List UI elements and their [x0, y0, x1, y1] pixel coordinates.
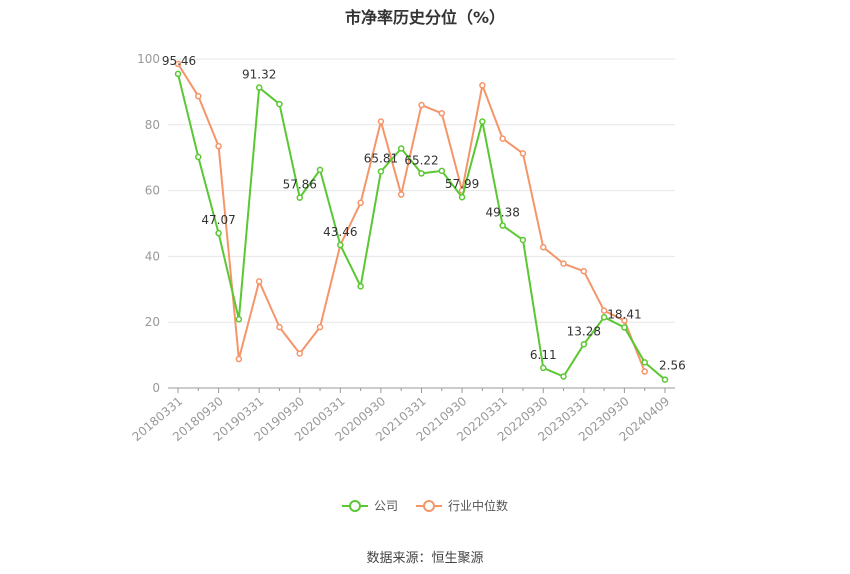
- data-point-company: [499, 222, 506, 229]
- data-label: 43.46: [323, 225, 357, 239]
- data-point-industry: [174, 60, 182, 68]
- data-point-company: [621, 324, 628, 331]
- y-tick-label: 60: [145, 184, 160, 198]
- data-point-company: [661, 376, 669, 383]
- data-label: 57.86: [283, 178, 317, 192]
- data-point-industry: [316, 323, 324, 331]
- data-point-industry: [479, 82, 486, 89]
- data-point-company: [357, 283, 364, 290]
- data-point-industry: [438, 110, 446, 117]
- data-point-industry: [621, 317, 628, 324]
- data-point-company: [540, 364, 547, 372]
- data-label: 13.28: [567, 324, 601, 338]
- data-label: 65.81: [364, 151, 398, 165]
- data-point-industry: [255, 278, 263, 285]
- data-point-company: [458, 193, 466, 201]
- data-point-company: [195, 153, 202, 161]
- data-point-industry: [641, 368, 648, 375]
- data-point-industry: [215, 142, 222, 150]
- data-point-company: [418, 170, 425, 177]
- legend-item-company[interactable]: 公司: [341, 497, 398, 514]
- data-point-industry: [235, 355, 243, 363]
- data-point-company: [255, 84, 263, 91]
- data-point-industry: [357, 199, 364, 207]
- y-tick-label: 0: [152, 381, 160, 395]
- data-point-company: [235, 315, 243, 323]
- y-tick-label: 100: [137, 52, 160, 66]
- data-point-industry: [377, 118, 385, 125]
- data-point-industry: [580, 267, 588, 275]
- data-point-industry: [296, 350, 303, 357]
- data-point-industry: [499, 135, 506, 142]
- legend-company-label: 公司: [373, 499, 398, 513]
- y-tick-label: 20: [145, 315, 160, 329]
- data-label: 2.56: [659, 359, 686, 373]
- y-tick-label: 40: [145, 249, 160, 263]
- data-point-company: [377, 168, 385, 175]
- data-point-company: [337, 241, 344, 249]
- data-point-company: [580, 341, 588, 348]
- data-point-company: [479, 118, 486, 125]
- legend-item-industry[interactable]: 行业中位数: [416, 497, 508, 514]
- data-source: 数据来源：恒生聚源: [366, 551, 484, 566]
- data-point-industry: [600, 307, 608, 314]
- data-label: 57.99: [445, 177, 479, 191]
- data-label: 18.41: [607, 307, 641, 321]
- legend-industry-swatch-icon: [416, 499, 442, 513]
- data-label: 47.07: [201, 213, 235, 227]
- data-point-industry: [195, 92, 202, 100]
- data-point-industry: [418, 101, 425, 109]
- data-label: 6.11: [530, 348, 557, 362]
- data-point-industry: [276, 323, 283, 331]
- data-point-company: [600, 314, 608, 321]
- data-point-industry: [397, 191, 405, 198]
- series-line-industry: [177, 63, 646, 372]
- data-point-company: [276, 100, 283, 108]
- chart-title: 市净率历史分位（%）: [344, 8, 506, 27]
- data-point-industry: [540, 243, 547, 251]
- data-point-company: [316, 166, 324, 174]
- data-label: 49.38: [485, 206, 519, 220]
- data-point-industry: [560, 260, 567, 267]
- y-tick-label: 80: [145, 118, 160, 132]
- data-point-company: [560, 373, 567, 380]
- data-point-company: [641, 359, 648, 366]
- data-label: 65.22: [404, 153, 438, 167]
- data-label: 95.46: [162, 54, 196, 68]
- data-point-industry: [519, 150, 527, 157]
- data-point-company: [397, 145, 405, 152]
- legend-company-swatch-icon: [341, 499, 368, 513]
- data-point-company: [519, 236, 527, 244]
- legend-industry-label: 行业中位数: [448, 499, 509, 513]
- legend: 公司 行业中位数: [0, 497, 850, 514]
- data-point-company: [174, 70, 182, 78]
- data-label: 91.32: [242, 68, 276, 82]
- data-point-company: [296, 194, 303, 201]
- data-point-company: [215, 229, 222, 237]
- data-point-company: [438, 167, 446, 175]
